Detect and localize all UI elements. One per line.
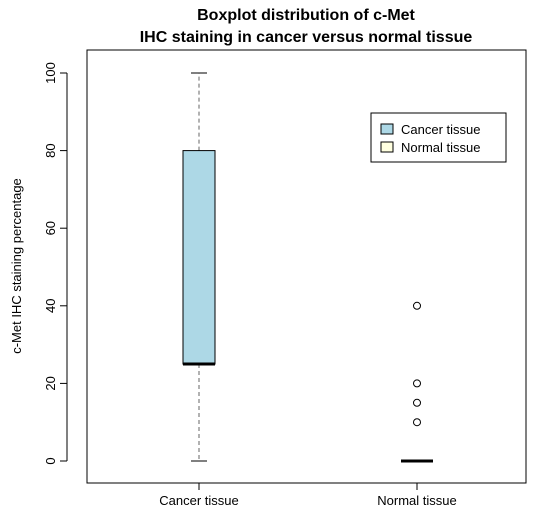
box-group-normal (401, 301, 433, 463)
legend-swatch (380, 141, 394, 153)
legend-box (370, 112, 507, 163)
box-group-cancer (182, 72, 216, 462)
y-tick-label: 60 (43, 221, 58, 235)
y-tick-label: 0 (43, 457, 58, 464)
y-tick-label: 80 (43, 143, 58, 157)
outlier-point (413, 398, 421, 407)
box-iqr (182, 150, 216, 365)
axes-layer: 0 20 40 60 80 100 Cancer tissue Normal tissue (43, 62, 457, 508)
outlier-point (413, 301, 421, 310)
x-tick-label: Cancer tissue (159, 493, 238, 508)
legend-swatch (380, 123, 394, 135)
y-axis-label: c-Met IHC staining percentage (9, 178, 24, 354)
x-tick-label: Normal tissue (377, 493, 456, 508)
y-tick-label: 40 (43, 299, 58, 313)
y-tick-label: 100 (43, 62, 58, 84)
y-tick-label: 20 (43, 376, 58, 390)
legend-label: Cancer tissue (401, 122, 480, 137)
outlier-point (413, 379, 421, 388)
legend: Cancer tissue Normal tissue (370, 112, 507, 163)
outlier-point (413, 418, 421, 427)
boxes-layer (182, 72, 433, 463)
chart-title-line-2: IHC staining in cancer versus normal tis… (140, 29, 473, 46)
chart-title-line-1: Boxplot distribution of c-Met (197, 7, 415, 24)
legend-label: Normal tissue (401, 140, 480, 155)
